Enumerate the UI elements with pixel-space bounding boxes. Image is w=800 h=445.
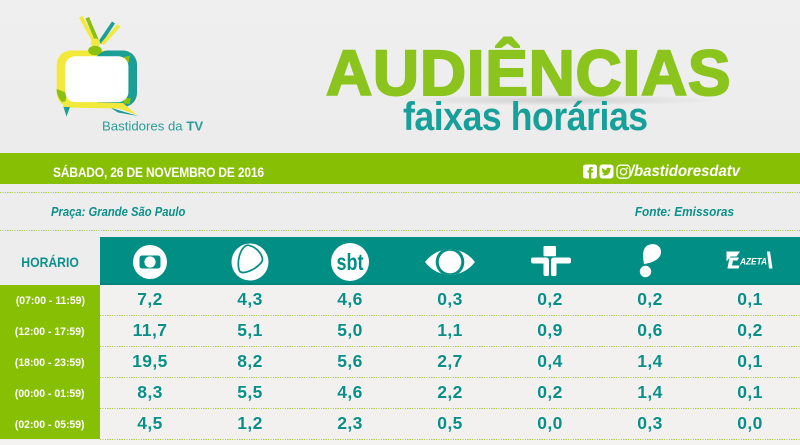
svg-text:Bastidores da TV: Bastidores da TV bbox=[102, 119, 203, 134]
svg-text:sbt: sbt bbox=[337, 249, 364, 275]
svg-text:AZETA: AZETA bbox=[739, 257, 767, 268]
